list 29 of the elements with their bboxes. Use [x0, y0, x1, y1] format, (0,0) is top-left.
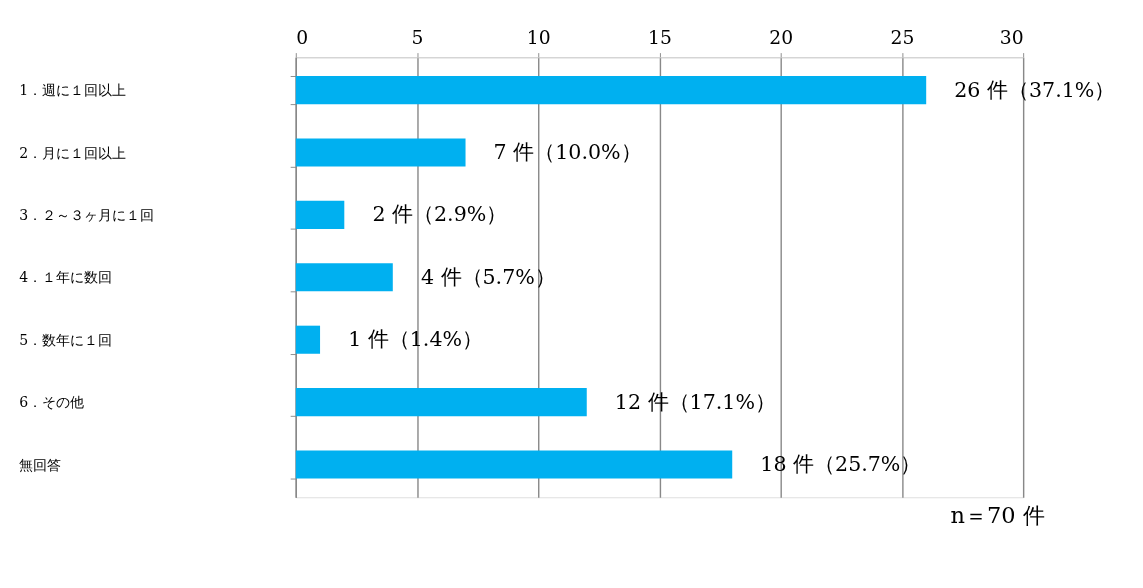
- y-tick-label: 6．その他: [19, 394, 85, 411]
- bar: [295, 325, 321, 354]
- data-label: 18 件（25.7%）: [760, 452, 922, 477]
- bar: [295, 76, 927, 105]
- bar: [295, 450, 733, 479]
- data-label: 26 件（37.1%）: [954, 77, 1116, 102]
- data-label: 12 件（17.1%）: [614, 389, 776, 414]
- data-label: 2 件（2.9%）: [372, 202, 508, 227]
- data-label: 4 件（5.7%）: [420, 264, 556, 289]
- y-tick-label: 5．数年に１回: [19, 331, 113, 348]
- x2-tick-label: 25: [890, 26, 915, 48]
- bar: [295, 388, 587, 417]
- data-label: 1 件（1.4%）: [348, 327, 484, 352]
- x2-tick-label: 10: [526, 26, 551, 48]
- x2-tick-label: 20: [769, 26, 794, 48]
- y-tick-label: 無回答: [19, 456, 62, 473]
- y-tick-label: 1．週に１回以上: [19, 82, 127, 99]
- x2-tick-label: 5: [411, 26, 424, 48]
- y-tick-label: 3．２～３ヶ月に１回: [19, 207, 155, 224]
- y-tick-label: 4．１年に数回: [19, 269, 113, 286]
- text: n＝70 件: [950, 501, 1045, 528]
- data-label: 7 件（10.0%）: [493, 140, 642, 165]
- x2-tick-label: 15: [648, 26, 672, 48]
- bar: [295, 263, 393, 292]
- bar: [295, 200, 345, 229]
- x2-tick-label: 30: [999, 26, 1024, 48]
- x2-tick-label: 0: [296, 26, 309, 48]
- bar: [295, 138, 466, 167]
- y-tick-label: 2．月に１回以上: [19, 144, 127, 161]
